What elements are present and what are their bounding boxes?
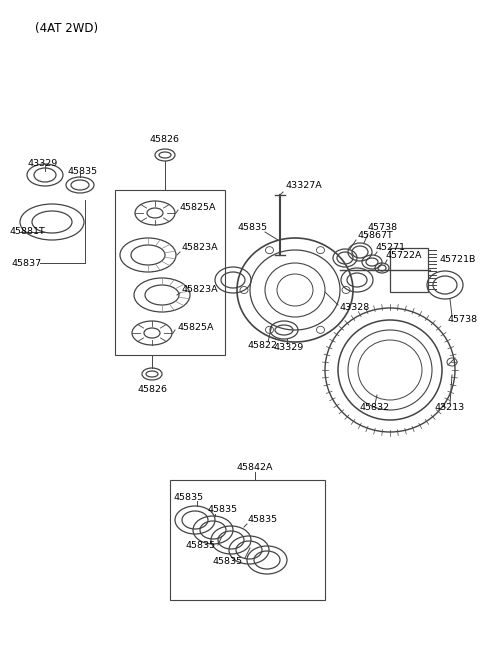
Text: 45826: 45826	[137, 386, 167, 394]
Text: 45867T: 45867T	[358, 230, 394, 239]
Text: 45835: 45835	[208, 506, 238, 514]
Text: 45881T: 45881T	[10, 228, 46, 237]
Text: 45837: 45837	[12, 258, 42, 268]
Text: 45822: 45822	[248, 340, 278, 350]
Text: 45826: 45826	[150, 136, 180, 144]
Text: 45835: 45835	[185, 541, 215, 550]
Text: 45721B: 45721B	[440, 255, 476, 264]
Text: 45825A: 45825A	[178, 323, 215, 333]
Text: 45835: 45835	[68, 167, 98, 176]
Text: 43213: 43213	[435, 403, 465, 413]
Text: 45738: 45738	[448, 316, 478, 325]
Text: 45832: 45832	[360, 403, 390, 413]
Text: 45738: 45738	[368, 224, 398, 232]
Text: 45823A: 45823A	[182, 285, 218, 295]
Text: 45722A: 45722A	[385, 251, 421, 260]
Bar	[115, 190, 225, 355]
Text: 45835: 45835	[248, 516, 278, 525]
Text: 45835: 45835	[238, 224, 268, 232]
Text: 43327A: 43327A	[285, 182, 322, 190]
Text: 43328: 43328	[340, 304, 370, 312]
Text: 45842A: 45842A	[237, 464, 273, 472]
Bar	[170, 480, 325, 600]
Text: 45835: 45835	[213, 558, 243, 567]
Text: 45823A: 45823A	[182, 243, 218, 253]
Text: 45825A: 45825A	[180, 203, 216, 211]
Text: 45271: 45271	[375, 243, 405, 253]
Text: 43329: 43329	[274, 344, 304, 352]
Bar	[390, 248, 428, 292]
Text: 45835: 45835	[173, 493, 203, 502]
Text: 43329: 43329	[28, 159, 58, 167]
Text: (4AT 2WD): (4AT 2WD)	[35, 22, 98, 35]
